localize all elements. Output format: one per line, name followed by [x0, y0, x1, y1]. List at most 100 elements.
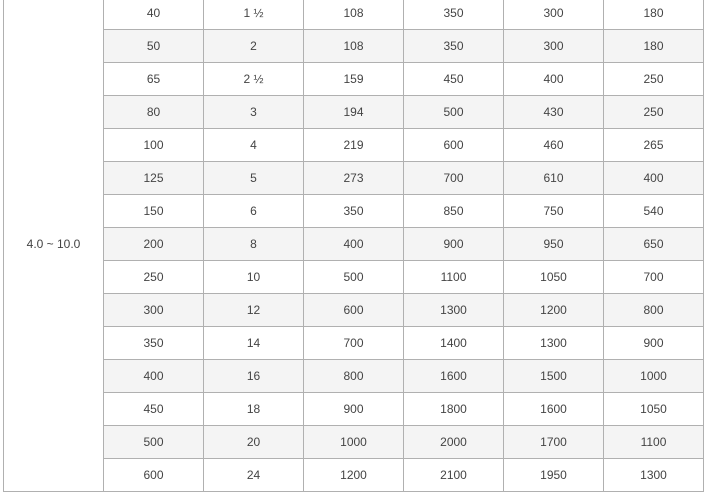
- table-cell: 450: [103, 392, 204, 426]
- table-cell: 350: [403, 0, 504, 30]
- table-cell: 20: [203, 425, 304, 459]
- table-cell: 50: [103, 29, 204, 63]
- table-row: 50 2 108 350 300 180: [4, 29, 704, 63]
- table-cell: 1000: [603, 359, 704, 393]
- table-cell: 219: [303, 128, 404, 162]
- table-cell: 400: [303, 227, 404, 261]
- table-cell: 100: [103, 128, 204, 162]
- table-cell: 5: [203, 161, 304, 195]
- table-cell: 2: [203, 29, 304, 63]
- table-cell: 900: [303, 392, 404, 426]
- table-cell: 610: [503, 161, 604, 195]
- table-cell: 950: [503, 227, 604, 261]
- table-cell: 1800: [403, 392, 504, 426]
- table-cell: 400: [103, 359, 204, 393]
- table-cell: 1200: [503, 293, 604, 327]
- table-row: 65 2 ½ 159 450 400 250: [4, 62, 704, 96]
- table-cell: 600: [403, 128, 504, 162]
- table-row: 500 20 1000 2000 1700 1100: [4, 425, 704, 459]
- table-cell: 273: [303, 161, 404, 195]
- table-row: 100 4 219 600 460 265: [4, 128, 704, 162]
- table-cell: 300: [103, 293, 204, 327]
- table-cell: 10: [203, 260, 304, 294]
- table-cell: 108: [303, 0, 404, 30]
- table-cell: 1950: [503, 458, 604, 492]
- table-cell: 250: [603, 95, 704, 129]
- table-row: 150 6 350 850 750 540: [4, 194, 704, 228]
- table-cell: 500: [303, 260, 404, 294]
- table-cell: 250: [603, 62, 704, 96]
- table-cell: 108: [303, 29, 404, 63]
- table-cell: 194: [303, 95, 404, 129]
- table-cell: 850: [403, 194, 504, 228]
- table-cell: 300: [503, 29, 604, 63]
- table-cell: 180: [603, 0, 704, 30]
- table-cell: 250: [103, 260, 204, 294]
- table-cell: 500: [403, 95, 504, 129]
- table-cell: 16: [203, 359, 304, 393]
- table-row: 450 18 900 1800 1600 1050: [4, 392, 704, 426]
- table-cell: 2 ½: [203, 62, 304, 96]
- table-cell: 460: [503, 128, 604, 162]
- table-cell: 1500: [503, 359, 604, 393]
- table-cell: 1700: [503, 425, 604, 459]
- table-cell: 1600: [403, 359, 504, 393]
- table-cell: 1050: [603, 392, 704, 426]
- table-cell: 1300: [603, 458, 704, 492]
- table-cell: 65: [103, 62, 204, 96]
- table-cell: 600: [303, 293, 404, 327]
- table-cell: 300: [503, 0, 604, 30]
- table-cell: 700: [403, 161, 504, 195]
- table-cell: 1600: [503, 392, 604, 426]
- table-cell: 650: [603, 227, 704, 261]
- table-row: 200 8 400 900 950 650: [4, 227, 704, 261]
- table-cell: 80: [103, 95, 204, 129]
- table-cell: 1 ½: [203, 0, 304, 30]
- table-cell: 2100: [403, 458, 504, 492]
- table-cell: 4: [203, 128, 304, 162]
- table-cell: 1200: [303, 458, 404, 492]
- table-cell: 350: [303, 194, 404, 228]
- table-cell: 500: [103, 425, 204, 459]
- table-cell: 900: [403, 227, 504, 261]
- table-cell: 24: [203, 458, 304, 492]
- table-cell: 200: [103, 227, 204, 261]
- table-cell: 2000: [403, 425, 504, 459]
- table-cell: 750: [503, 194, 604, 228]
- table-cell: 12: [203, 293, 304, 327]
- table-cell: 430: [503, 95, 604, 129]
- table-cell: 3: [203, 95, 304, 129]
- table-cell: 125: [103, 161, 204, 195]
- table-cell: 14: [203, 326, 304, 360]
- table-cell: 800: [603, 293, 704, 327]
- table-cell: 6: [203, 194, 304, 228]
- table-row: 125 5 273 700 610 400: [4, 161, 704, 195]
- table-cell: 350: [103, 326, 204, 360]
- table-row: 80 3 194 500 430 250: [4, 95, 704, 129]
- table-cell: 400: [603, 161, 704, 195]
- table-cell: 40: [103, 0, 204, 30]
- table-cell: 1100: [403, 260, 504, 294]
- table-cell: 350: [403, 29, 504, 63]
- pressure-range-cell: 4.0 ~ 10.0: [3, 0, 104, 492]
- table-cell: 1400: [403, 326, 504, 360]
- table-row: 250 10 500 1100 1050 700: [4, 260, 704, 294]
- table-cell: 1000: [303, 425, 404, 459]
- table-cell: 150: [103, 194, 204, 228]
- table-cell: 400: [503, 62, 604, 96]
- table-cell: 900: [603, 326, 704, 360]
- table-cell: 265: [603, 128, 704, 162]
- spec-table: 4.0 ~ 10.0 40 1 ½ 108 350 300 180 50 2 108 350 300 1…: [3, 0, 704, 492]
- table-cell: 800: [303, 359, 404, 393]
- table-cell: 700: [303, 326, 404, 360]
- table-cell: 159: [303, 62, 404, 96]
- table-cell: 450: [403, 62, 504, 96]
- table-row: 600 24 1200 2100 1950 1300: [4, 458, 704, 492]
- table-cell: 180: [603, 29, 704, 63]
- table-cell: 1300: [503, 326, 604, 360]
- table-cell: 1050: [503, 260, 604, 294]
- table-row: 350 14 700 1400 1300 900: [4, 326, 704, 360]
- table-cell: 540: [603, 194, 704, 228]
- table-cell: 600: [103, 458, 204, 492]
- table-row: 4.0 ~ 10.0 40 1 ½ 108 350 300 180: [3, 0, 704, 492]
